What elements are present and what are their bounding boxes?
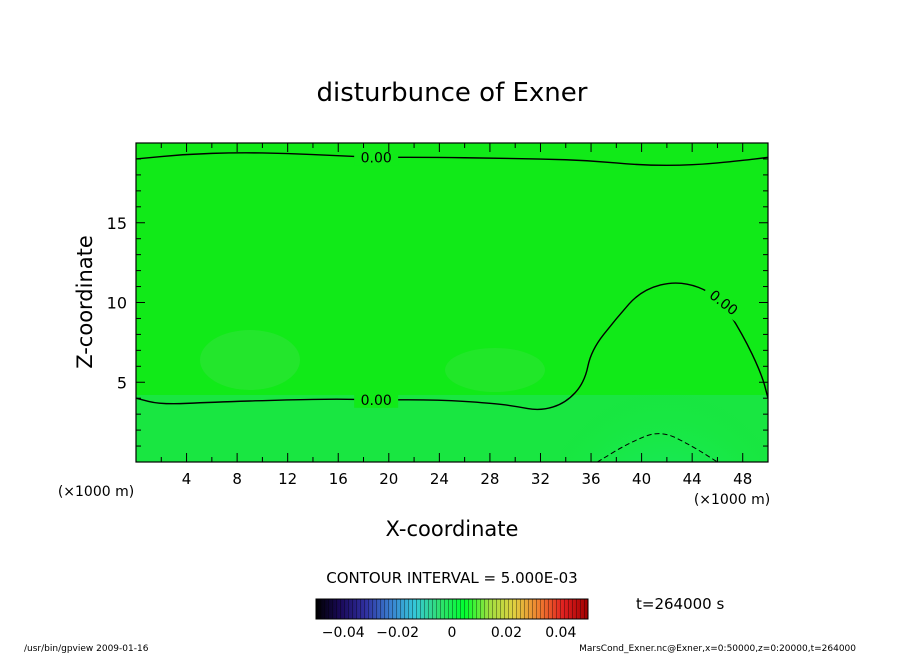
- y-tick-label: 15: [107, 214, 127, 233]
- x-tick-label: 36: [581, 470, 600, 488]
- x-tick-label: 24: [430, 470, 449, 488]
- field-shading: [136, 312, 768, 462]
- colorbar-stripes: [316, 599, 588, 619]
- plot-area: 0.000.000.00: [135, 142, 769, 463]
- colorbar: −0.04 −0.02 0 0.02 0.04: [315, 598, 589, 641]
- colorbar-tick-label: 0.02: [491, 625, 522, 641]
- field-patch-middle: [445, 348, 545, 392]
- contour-label-text: 0.00: [361, 393, 392, 409]
- colorbar-tick-label: 0: [448, 625, 457, 641]
- contour-line: [136, 282, 768, 411]
- x-tick-label: 48: [733, 470, 752, 488]
- x-tick-label: 44: [683, 470, 702, 488]
- x-tick-label: 40: [632, 470, 651, 488]
- x-tick-label: 32: [531, 470, 550, 488]
- field-patch-left: [200, 330, 300, 390]
- y-tick-label: 10: [107, 294, 127, 313]
- footer-right: MarsCond_Exner.nc@Exner,x=0:50000,z=0:20…: [579, 644, 856, 654]
- x-unit-left: (×1000 m): [58, 484, 134, 500]
- x-tick-label: 16: [329, 470, 348, 488]
- contour-label-bg: [354, 149, 399, 166]
- x-tick-label: 4: [182, 470, 192, 488]
- x-tick-label: 8: [232, 470, 242, 488]
- contour-lines: [136, 152, 768, 462]
- contour-label-bg: [701, 282, 747, 323]
- time-stamp-text: t=264000 s: [636, 595, 724, 613]
- y-tick-label: 5: [117, 373, 127, 392]
- colorbar-frame: [315, 598, 589, 620]
- x-unit-right: (×1000 m): [694, 492, 770, 508]
- x-axis: 4 8 12 16 20 24 28 32 36 40 44 48: [160, 143, 752, 488]
- y-axis-label: Z-coordinate: [73, 235, 97, 369]
- colorbar-tick-label: −0.04: [322, 625, 365, 641]
- contour-line: [136, 152, 768, 167]
- colorbar-tick-label: 0.04: [545, 625, 576, 641]
- x-tick-label: 20: [379, 470, 398, 488]
- footer-left: /usr/bin/gpview 2009-01-16: [24, 644, 149, 654]
- chart-title: disturbunce of Exner: [317, 78, 588, 108]
- contour-label-text: 0.00: [361, 150, 392, 166]
- x-tick-label: 12: [278, 470, 297, 488]
- colorbar-ticks: −0.04 −0.02 0 0.02 0.04: [322, 625, 577, 641]
- x-axis-label: X-coordinate: [386, 517, 519, 541]
- contour-label: 0.00: [354, 149, 399, 166]
- y-axis: 5 10 15: [107, 158, 768, 447]
- contour-interval-text: CONTOUR INTERVAL = 5.000E-03: [326, 569, 577, 587]
- contour-label: 0.00: [354, 391, 399, 409]
- x-tick-label: 28: [480, 470, 499, 488]
- field-dome: [560, 312, 768, 462]
- contour-label-bg: [354, 391, 399, 408]
- colorbar-tick-label: −0.02: [376, 625, 419, 641]
- contour-line: [597, 433, 718, 462]
